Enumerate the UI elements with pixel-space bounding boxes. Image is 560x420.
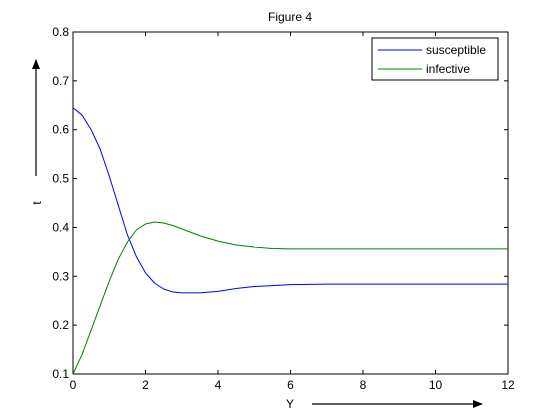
y-tick-label: 0.8: [52, 25, 69, 39]
x-tick-label: 12: [501, 378, 515, 392]
y-tick-label: 0.3: [52, 269, 69, 283]
legend-label-susceptible: susceptible: [426, 43, 486, 57]
y-tick-label: 0.7: [52, 74, 69, 88]
x-tick-label: 6: [287, 378, 294, 392]
y-tick-label: 0.6: [52, 123, 69, 137]
legend-label-infective: infective: [426, 62, 470, 76]
axis-ticks: 0 2 4 6 8 10 12 0.1 0.2 0.3 0.4 0.5 0.6 0.7 0.8: [52, 25, 515, 392]
series-line-susceptible: [72, 107, 508, 294]
x-tick-label: 2: [142, 378, 149, 392]
x-axis-label: Y: [286, 397, 294, 411]
plot-series: [72, 107, 508, 375]
y-tick-label: 0.5: [52, 172, 69, 186]
plot-area-border: [72, 31, 509, 375]
legend-box: [371, 37, 499, 81]
x-tick-label: 10: [429, 378, 443, 392]
y-tick-label: 0.4: [52, 220, 69, 234]
series-line-infective: [72, 221, 508, 375]
chart-title: Figure 4: [268, 10, 312, 24]
x-tick-label: 8: [360, 378, 367, 392]
axes-frame: [72, 31, 509, 375]
x-tick-label: 4: [215, 378, 222, 392]
y-tick-label: 0.2: [52, 318, 69, 332]
y-tick-label: 0.1: [52, 367, 69, 381]
y-axis-label: t: [30, 201, 44, 205]
x-tick-label: 0: [70, 378, 77, 392]
legend: susceptible infective: [371, 37, 499, 81]
